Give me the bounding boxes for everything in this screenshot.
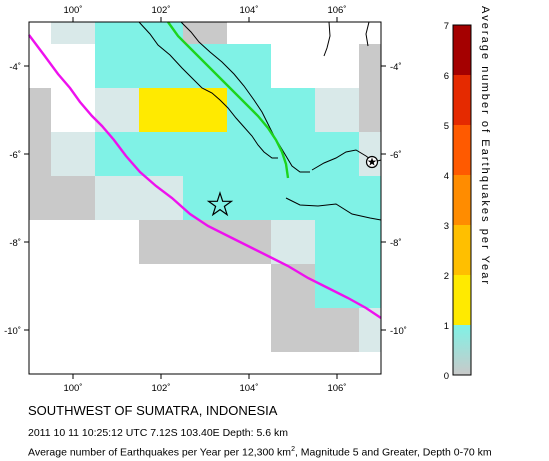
seismicity-grid: [29, 22, 381, 352]
legend-tick-label: 5: [444, 121, 449, 132]
sumatra-fault-line: [167, 21, 290, 179]
lon-tick-label: 104˚: [239, 5, 258, 16]
grid-cell: [359, 176, 381, 220]
legend-tick-label: 3: [444, 221, 449, 232]
grid-cell: [139, 132, 183, 176]
grid-cell: [315, 308, 359, 352]
legend-tick-label: 4: [444, 171, 449, 182]
grid-cell: [359, 264, 381, 308]
grid-cell: [95, 22, 139, 44]
grid-cell: [51, 176, 95, 220]
grid-cell: [51, 22, 95, 44]
legend-tick-label: 6: [444, 71, 449, 82]
grid-cell: [95, 132, 139, 176]
grid-cell: [95, 176, 139, 220]
grid-cell: [227, 132, 271, 176]
lat-tick-label: -6˚: [9, 150, 21, 161]
belitung-coastline: [365, 21, 370, 47]
grid-cell: [359, 220, 381, 264]
lon-tick-label: 104˚: [239, 383, 258, 394]
grid-cell: [315, 88, 359, 132]
lon-tick-label: 102˚: [151, 383, 170, 394]
grid-cell: [95, 44, 139, 88]
grid-cell: [183, 44, 227, 88]
grid-cell: [315, 176, 359, 220]
map-description: Average number of Earthquakes per Year p…: [28, 446, 492, 459]
epicenter-star-icon: [206, 191, 234, 217]
grid-cell: [271, 88, 315, 132]
lat-tick-label: -8˚: [390, 238, 402, 249]
lat-tick-label: -8˚: [9, 238, 21, 249]
legend-title: Average number of Earthquakes per Year: [479, 6, 491, 286]
grid-cell: [183, 22, 227, 44]
grid-cell: [29, 88, 51, 132]
description-text-tail: , Magnitude 5 and Greater, Depth 0-70 km: [294, 446, 492, 459]
grid-cell: [271, 308, 315, 352]
grid-cell: [183, 176, 227, 220]
grid-cell: [139, 44, 183, 88]
sunda-trench-line: [28, 34, 382, 319]
lat-tick-label: -6˚: [390, 150, 402, 161]
region-title: SOUTHWEST OF SUMATRA, INDONESIA: [28, 403, 278, 418]
lat-tick-label: -4˚: [390, 62, 402, 73]
legend-tick-label: 1: [444, 321, 449, 332]
lat-tick-label: -10˚: [4, 326, 21, 337]
bangka-coastline: [323, 21, 331, 57]
legend-tick-label: 2: [444, 271, 449, 282]
lon-tick-label: 102˚: [151, 5, 170, 16]
grid-cell: [359, 308, 381, 352]
legend-colorbar: [452, 24, 472, 376]
sumatra-east-coastline: [180, 21, 310, 173]
grid-cell: [183, 132, 227, 176]
legend-tick-label: 7: [444, 21, 449, 32]
grid-cell: [271, 132, 315, 176]
grid-cell: [29, 132, 51, 176]
grid-cell: [139, 176, 183, 220]
volcano-star-icon: [365, 155, 379, 169]
grid-cell: [139, 220, 183, 264]
grid-cell: [359, 44, 381, 88]
grid-cell: [359, 88, 381, 132]
legend-tick-label: 0: [444, 371, 449, 382]
map-frame: [28, 21, 382, 375]
grid-cell: [271, 176, 315, 220]
grid-cell: [271, 264, 315, 308]
grid-cell: [227, 176, 271, 220]
description-text: Average number of Earthquakes per Year p…: [28, 446, 292, 459]
sumatra-coastline: [138, 21, 278, 159]
grid-cell: [183, 220, 227, 264]
grid-cell: [271, 220, 315, 264]
grid-cell: [315, 132, 359, 176]
coastlines: [138, 21, 382, 221]
map-ticks: [24, 17, 386, 379]
lat-tick-label: -10˚: [390, 326, 407, 337]
lon-tick-label: 106˚: [327, 5, 346, 16]
area-unit-superscript: 2: [291, 446, 295, 453]
grid-cell-high: [139, 88, 227, 132]
lon-tick-label: 106˚: [327, 383, 346, 394]
grid-cell: [227, 220, 271, 264]
lon-tick-label: 100˚: [63, 5, 82, 16]
grid-cell: [315, 220, 359, 264]
lon-tick-label: 100˚: [63, 383, 82, 394]
java-south-coastline: [285, 197, 382, 221]
grid-cell: [29, 176, 51, 220]
event-details: 2011 10 11 10:25:12 UTC 7.12S 103.40E De…: [28, 427, 288, 439]
lat-tick-label: -4˚: [9, 62, 21, 73]
grid-cell: [51, 132, 95, 176]
grid-cell: [227, 44, 271, 88]
